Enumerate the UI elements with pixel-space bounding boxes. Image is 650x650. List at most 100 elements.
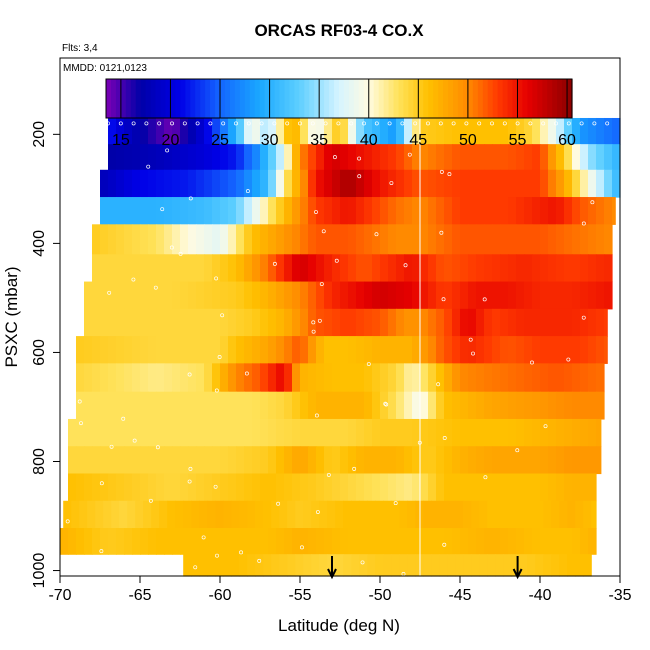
- heatmap-cell: [140, 254, 149, 283]
- heatmap-cell: [583, 554, 592, 577]
- heatmap-cell: [556, 254, 565, 283]
- heatmap-cell: [76, 363, 85, 393]
- heatmap-cell: [316, 197, 325, 225]
- heatmap-cell: [68, 528, 77, 555]
- heatmap-cell: [548, 391, 557, 420]
- heatmap-cell: [591, 500, 597, 529]
- heatmap-cell: [407, 500, 416, 529]
- heatmap-cell: [172, 528, 181, 555]
- heatmap-cell: [396, 363, 405, 393]
- heatmap-cell: [71, 500, 80, 529]
- colorbar-segment: [477, 79, 484, 118]
- heatmap-cell: [140, 144, 149, 171]
- heatmap-cell: [388, 528, 397, 555]
- heatmap-cell: [556, 528, 565, 555]
- heatmap-cell: [236, 363, 245, 393]
- heatmap-cell: [172, 169, 181, 198]
- heatmap-cell: [484, 254, 493, 283]
- heatmap-cell: [212, 281, 221, 310]
- heatmap-cell: [548, 117, 557, 145]
- heatmap-cell: [132, 418, 141, 447]
- heatmap-cell: [116, 224, 125, 255]
- colorbar-segment: [383, 79, 390, 118]
- heatmap-cell: [556, 308, 565, 337]
- heatmap-cell: [132, 144, 141, 171]
- heatmap-cell: [140, 528, 149, 555]
- heatmap-cell: [324, 363, 333, 393]
- heatmap-cell: [188, 363, 197, 393]
- plot-frame: [59, 57, 621, 577]
- heatmap-cell: [180, 281, 189, 310]
- sample-marker: [221, 121, 226, 126]
- heatmap-cell: [556, 144, 565, 171]
- heatmap-cell: [524, 169, 533, 198]
- heatmap-cell: [316, 418, 325, 447]
- colorbar-segment: [200, 79, 206, 118]
- heatmap-cell: [596, 418, 602, 447]
- sample-marker: [144, 121, 149, 126]
- sample-marker: [165, 148, 170, 153]
- colorbar-segment: [353, 79, 360, 118]
- heatmap-cell: [132, 308, 141, 337]
- heatmap-cell: [292, 336, 301, 364]
- heatmap-cell: [596, 446, 602, 475]
- heatmap-cell: [172, 254, 181, 283]
- heatmap-cell: [148, 473, 157, 502]
- colorbar-segment: [552, 79, 558, 118]
- heatmap-cell: [199, 500, 208, 529]
- heatmap-cell: [220, 446, 229, 475]
- heatmap-cell: [439, 500, 448, 529]
- sample-marker: [483, 475, 488, 480]
- heatmap-cell: [295, 500, 304, 529]
- colorbar-segment: [542, 79, 548, 118]
- heatmap-cell: [60, 528, 69, 555]
- heatmap-cell: [244, 144, 253, 171]
- heatmap-cell: [436, 254, 445, 283]
- sample-marker: [77, 399, 82, 404]
- heatmap-cell: [540, 418, 549, 447]
- heatmap-cell: [252, 117, 261, 145]
- colorbar-segment: [547, 79, 553, 118]
- sample-marker: [155, 445, 160, 450]
- sample-marker: [579, 121, 584, 126]
- heatmap-cell: [340, 169, 349, 198]
- colorbar-segment: [507, 79, 514, 118]
- heatmap-cell: [268, 418, 277, 447]
- heatmap-cell: [468, 391, 477, 420]
- heatmap-cell: [319, 500, 328, 529]
- heatmap-cell: [404, 224, 413, 255]
- sample-marker: [315, 510, 320, 515]
- heatmap-cell: [132, 391, 141, 420]
- heatmap-cell: [276, 336, 285, 364]
- heatmap-cell: [372, 224, 381, 255]
- y-tick-label: 800: [31, 448, 48, 475]
- heatmap-cell: [260, 363, 269, 393]
- heatmap-cell: [332, 473, 341, 502]
- heatmap-cell: [196, 254, 205, 283]
- heatmap-cell: [468, 473, 477, 502]
- heatmap-cell: [340, 281, 349, 310]
- heatmap-cell: [252, 418, 261, 447]
- heatmap-cell: [127, 500, 136, 529]
- heatmap-cell: [324, 473, 333, 502]
- colorbar-segment: [125, 79, 132, 118]
- heatmap-cell: [444, 144, 453, 171]
- arrow-head: [512, 568, 523, 580]
- heatmap-cell: [207, 500, 216, 529]
- heatmap-cell: [476, 363, 485, 393]
- heatmap-cell: [471, 554, 480, 577]
- heatmap-cell: [575, 554, 584, 577]
- sample-marker: [554, 121, 558, 126]
- heatmap-cell: [431, 554, 440, 577]
- colorbar-segment: [180, 79, 186, 118]
- heatmap-cell: [316, 308, 325, 337]
- heatmap-cell: [84, 336, 93, 364]
- heatmap-cell: [100, 169, 109, 198]
- heatmap-cell: [340, 144, 349, 171]
- heatmap-cell: [124, 528, 133, 555]
- heatmap-cell: [548, 144, 557, 171]
- heatmap-cell: [220, 254, 229, 283]
- heatmap-cell: [348, 473, 357, 502]
- heatmap-cell: [508, 446, 517, 475]
- heatmap-cell: [492, 336, 501, 364]
